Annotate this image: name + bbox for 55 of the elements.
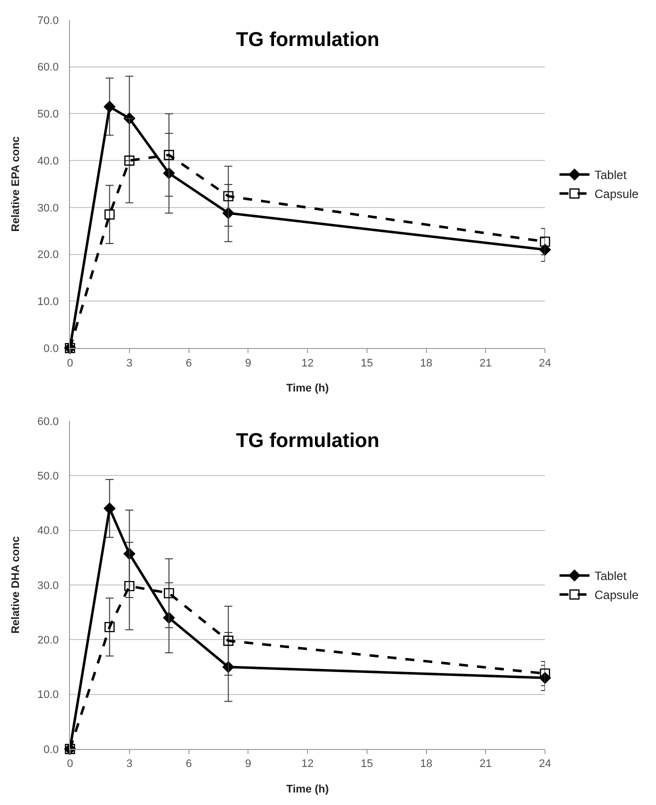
y-tick-label: 20.0 [37, 249, 59, 262]
y-tick-label: 30.0 [37, 202, 59, 214]
x-tick-label: 9 [245, 758, 252, 770]
legend-label: Capsule [594, 588, 639, 602]
y-tick-label: 40.0 [37, 525, 59, 538]
y-axis-title: Relative EPA conc [10, 136, 22, 232]
x-axis-title: Time (h) [286, 783, 330, 796]
point [104, 502, 116, 514]
x-axis-title: Time (h) [286, 382, 330, 394]
point [104, 209, 115, 220]
x-tick-label: 18 [420, 357, 432, 370]
x-tick-label: 0 [66, 357, 74, 370]
x-tick-label: 9 [245, 357, 252, 370]
y-axis-title: Relative DHA conc [10, 536, 22, 634]
legend-label: Capsule [594, 187, 639, 202]
point [540, 236, 550, 247]
x-tick-label: 24 [538, 357, 552, 370]
y-tick-label: 50.0 [37, 470, 59, 482]
point [164, 588, 174, 598]
x-tick-label: 3 [126, 758, 132, 770]
text: TG formulation [236, 430, 380, 452]
point [223, 636, 234, 646]
point [104, 100, 116, 112]
x-tick-label: 24 [538, 758, 552, 770]
legend-label: Tablet [594, 569, 628, 584]
y-tick-label: 0.0 [44, 342, 59, 355]
y-tick-label: 10.0 [37, 689, 59, 702]
point [540, 668, 550, 679]
y-tick-label: 60.0 [37, 62, 59, 74]
y-tick-label: 30.0 [37, 580, 59, 592]
text: TG formulation [236, 29, 380, 51]
x-tick-label: 0 [66, 758, 74, 770]
x-tick-label: 12 [301, 758, 314, 770]
legend-label: Tablet [594, 168, 628, 182]
point [164, 150, 174, 160]
x-tick-label: 6 [186, 357, 192, 370]
x-tick-label: 3 [126, 357, 132, 370]
x-tick-label: 21 [480, 357, 492, 370]
y-tick-label: 0.0 [44, 744, 59, 756]
y-tick-label: 10.0 [37, 296, 59, 308]
y-tick-label: 50.0 [37, 108, 59, 121]
point [223, 191, 234, 202]
x-tick-label: 12 [301, 357, 314, 370]
x-tick-label: 15 [360, 758, 374, 770]
y-tick-label: 20.0 [37, 634, 59, 646]
x-tick-label: 15 [360, 357, 374, 370]
point [124, 580, 134, 592]
point [124, 155, 134, 166]
x-tick-label: 6 [186, 758, 192, 770]
y-tick-label: 70.0 [37, 14, 59, 27]
x-tick-label: 21 [480, 758, 492, 770]
y-tick-label: 40.0 [37, 155, 59, 168]
x-tick-label: 18 [420, 758, 432, 770]
y-tick-label: 60.0 [37, 416, 59, 428]
point [104, 622, 115, 632]
